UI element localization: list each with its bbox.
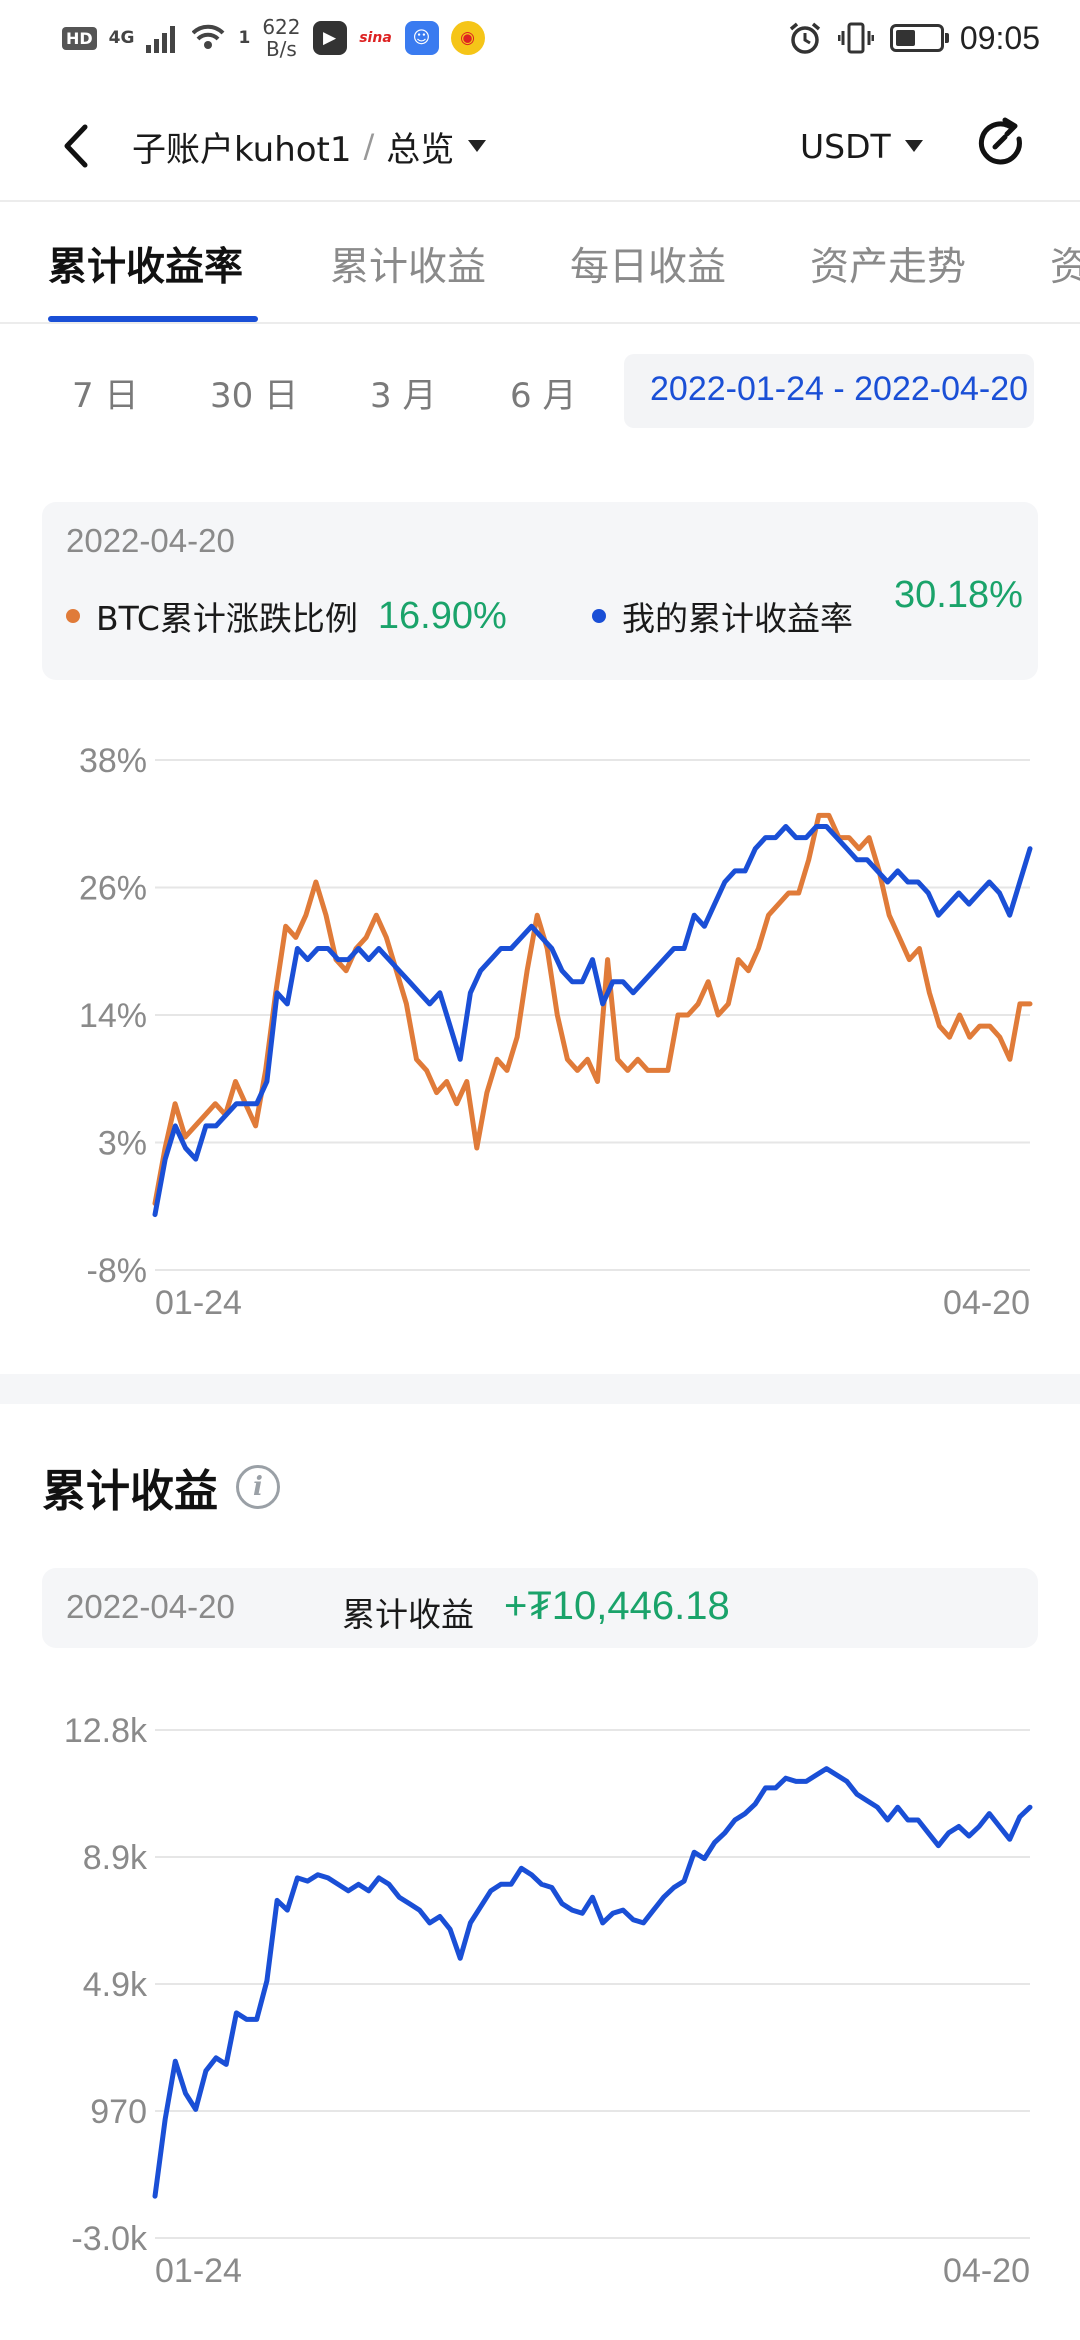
vibrate-icon [837, 22, 874, 54]
info-icon[interactable]: i [236, 1465, 280, 1509]
view-name: 总览 [386, 129, 455, 170]
net-speed: 622 B/s [262, 16, 300, 60]
period-3m[interactable]: 3 月 [370, 376, 437, 416]
currency-label: USDT [800, 126, 891, 166]
battery-level [895, 30, 915, 46]
x-tick-label: 04-20 [943, 2252, 1030, 2290]
tab-cumulative-profit[interactable]: 累计收益 [330, 245, 487, 290]
account-selector[interactable]: 子账户kuhot1 / 总览 [132, 120, 487, 172]
battery-icon [889, 24, 949, 52]
tab-asset-trend[interactable]: 资产走势 [810, 245, 967, 290]
tab-asset-cut[interactable]: 资 [1050, 236, 1080, 292]
date-range-text: 2022-01-24 - 2022-04-20 [650, 370, 1029, 408]
card-date: 2022-04-20 [66, 1588, 235, 1625]
section-title-text: 累计收益 [42, 1466, 218, 1517]
back-button[interactable] [48, 118, 104, 174]
x-tick-label: 04-20 [943, 1284, 1030, 1322]
hd-badge: HD [62, 26, 97, 50]
legend-btc-value: 16.90% [377, 594, 507, 637]
wifi-badge: 1 [238, 28, 251, 48]
card-date: 2022-04-20 [66, 522, 235, 559]
profit-label: 累计收益 [342, 1595, 474, 1634]
legend-dot-mine [592, 609, 606, 623]
chat-app-icon: ☺ [404, 21, 439, 55]
y-tick-label: 970 [90, 2093, 147, 2131]
refresh-button[interactable] [970, 110, 1034, 178]
net-speed-value: 622 [262, 15, 301, 39]
tab-daily-profit[interactable]: 每日收益 [570, 245, 727, 290]
y-tick-label: 8.9k [83, 1839, 148, 1877]
app-notification-icon: ▶ [312, 21, 347, 55]
legend-mine-label: 我的累计收益率 [622, 599, 853, 638]
period-filter: 7 日 30 日 3 月 6 月 2022-01-24 - 2022-04-20 [0, 354, 1080, 428]
chevron-left-icon [64, 124, 88, 168]
legend-btc: BTC累计涨跌比例 16.90% [66, 592, 507, 640]
series-line [152, 1766, 1033, 2199]
y-tick-label: 12.8k [64, 1712, 148, 1750]
y-tick-label: 4.9k [83, 1966, 148, 2004]
sina-icon: sina [359, 30, 392, 46]
rate-tooltip-card: 2022-04-20 BTC累计涨跌比例 16.90% 我的累计收益率 30.1… [42, 502, 1038, 680]
signal-icon [146, 26, 176, 53]
series-line [152, 812, 1033, 1206]
alarm-icon [789, 22, 821, 54]
y-tick-label: 3% [98, 1125, 147, 1163]
legend-btc-label: BTC累计涨跌比例 [96, 599, 358, 638]
y-tick-label: 14% [79, 997, 147, 1035]
x-tick-label: 01-24 [155, 2252, 242, 2290]
cumulative-profit-chart: 12.8k 8.9k 4.9k 970 -3.0k 01-24 04-20 [0, 1690, 1080, 2290]
breadcrumb-separator: / [363, 127, 375, 165]
tab-cumulative-rate[interactable]: 累计收益率 [48, 245, 244, 290]
caret-down-icon [904, 140, 923, 152]
clock: 09:05 [959, 19, 1040, 56]
top-nav: 子账户kuhot1 / 总览 USDT [0, 90, 1080, 202]
period-30d[interactable]: 30 日 [210, 376, 299, 416]
x-tick-label: 01-24 [155, 1284, 242, 1322]
status-bar: HD 4G 1 622 B/s ▶ sina ☺ ◉ [0, 0, 1080, 76]
refresh-icon [978, 117, 1022, 165]
y-tick-label: -8% [87, 1252, 147, 1290]
legend-mine-value: 30.18% [894, 574, 1023, 616]
series-line [152, 824, 1033, 1218]
section-divider [0, 1374, 1080, 1404]
network-type: 4G [108, 28, 135, 48]
cumulative-rate-chart-svg: 38% 26% 14% 3% -8%01-24 04-20 [79, 742, 1033, 1322]
legend-dot-btc [66, 609, 80, 623]
y-tick-label: 38% [79, 742, 147, 780]
period-7d[interactable]: 7 日 [72, 376, 139, 416]
weibo-icon: ◉ [450, 21, 485, 55]
active-tab-indicator [48, 316, 258, 322]
currency-selector[interactable]: USDT [800, 120, 923, 172]
profit-section-title: 累计收益 i [42, 1454, 280, 1520]
y-tick-label: 26% [79, 870, 147, 908]
period-6m[interactable]: 6 月 [510, 376, 577, 416]
profit-value: +₮10,446.18 [504, 1584, 730, 1628]
date-range-picker[interactable]: 2022-01-24 - 2022-04-20 [624, 354, 1034, 428]
y-tick-label: -3.0k [71, 2220, 148, 2258]
profit-tooltip-card: 2022-04-20 累计收益 +₮10,446.18 [42, 1568, 1038, 1648]
legend-mine: 我的累计收益率 [592, 592, 853, 640]
caret-down-icon [468, 140, 487, 152]
wifi-icon [192, 24, 225, 49]
account-name: 子账户kuhot1 [132, 129, 352, 170]
cumulative-rate-chart: 38% 26% 14% 3% -8% 01-24 04-20 [0, 720, 1080, 1340]
net-speed-unit: B/s [265, 37, 297, 61]
metric-tabs: 累计收益率 累计收益 每日收益 资产走势 资 [0, 204, 1080, 324]
